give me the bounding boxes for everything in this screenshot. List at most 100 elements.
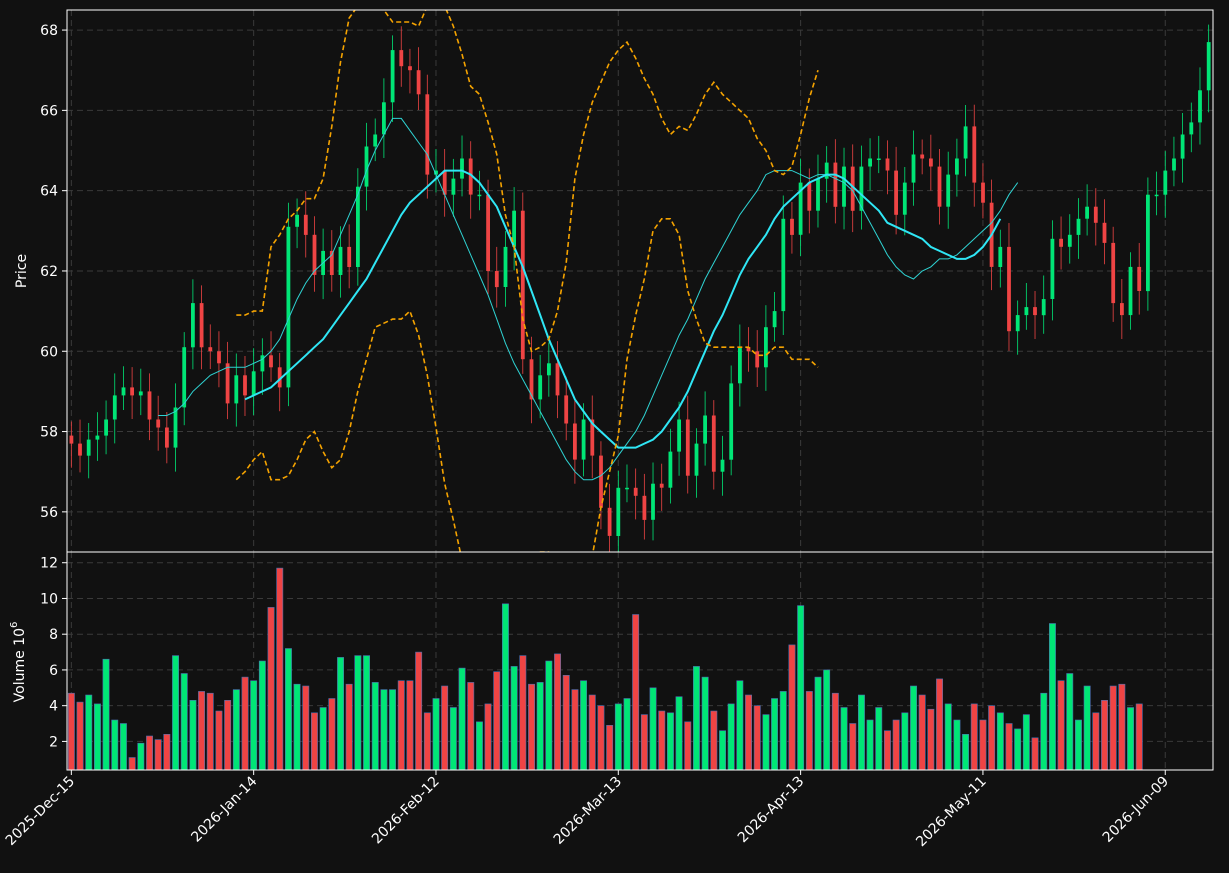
volume-bar [996, 712, 1004, 771]
volume-bar [380, 689, 388, 771]
volume-bar [406, 680, 414, 771]
volume-bar [76, 701, 84, 771]
candle-body [373, 134, 378, 147]
candle-body [1059, 238, 1063, 247]
candle-body [442, 170, 447, 195]
volume-bar [198, 691, 205, 771]
candle-body [911, 154, 916, 183]
candle-body [1111, 242, 1116, 304]
candle-body [494, 271, 499, 288]
panel-frames [66, 9, 1214, 771]
volume-tick-label: 4 [49, 699, 58, 715]
volume-bar [371, 682, 379, 771]
candle-body [434, 170, 438, 175]
volume-tick-label: 12 [40, 556, 58, 572]
volume-bar [944, 703, 952, 771]
candle-body [633, 487, 638, 496]
candle-body [286, 226, 291, 388]
candle-body [599, 455, 603, 508]
volume-bar [979, 719, 987, 771]
candle-body [104, 419, 108, 436]
candle-body [1033, 307, 1037, 316]
candle-body [651, 483, 655, 520]
candle-body [729, 383, 734, 460]
candle-body [121, 387, 126, 396]
volume-bar [310, 712, 318, 771]
candle-body [147, 391, 152, 420]
candle-body [173, 407, 178, 448]
candle-body [876, 158, 881, 160]
candle-body [755, 351, 760, 368]
volume-bar [1127, 707, 1135, 771]
candle-body [512, 210, 516, 247]
volume-bar [501, 603, 509, 771]
volume-bar [493, 671, 501, 771]
price-tick-label: 68 [40, 23, 58, 39]
volume-bar [102, 658, 110, 771]
candle-body [520, 210, 525, 360]
candle-body [390, 50, 395, 103]
volume-bar [788, 644, 796, 771]
candle-body [503, 246, 508, 287]
volume-bar [719, 730, 727, 771]
candle-body [963, 126, 968, 159]
volume-bar [293, 683, 301, 771]
volume-bar [302, 685, 310, 771]
candle-body [277, 367, 282, 388]
volume-bar [458, 667, 466, 771]
volume-bar [215, 710, 223, 771]
volume-axis-label-text: Volume 10 [12, 628, 28, 702]
candle-body [642, 495, 647, 520]
volume-bar [606, 724, 614, 771]
candle-body [199, 303, 204, 348]
price-grid [67, 10, 1213, 552]
volume-bar [120, 723, 127, 771]
candle-body [1154, 194, 1159, 197]
candle-body [824, 162, 829, 179]
candle-body [208, 347, 213, 352]
candle-body [703, 415, 707, 444]
upper-band-line [236, 10, 819, 353]
candle-body [581, 419, 586, 460]
candle-body [1007, 246, 1011, 332]
candle-body [711, 415, 716, 472]
volume-bar [128, 757, 136, 771]
candle-body [78, 443, 82, 456]
volume-tick-label: 2 [49, 734, 58, 750]
candle-body [764, 327, 768, 368]
candle-body [234, 375, 239, 404]
volume-bar [1092, 712, 1100, 771]
candle-body [86, 439, 91, 456]
volume-bar [588, 694, 596, 771]
volume-bar [927, 708, 935, 771]
candle-body [529, 359, 534, 400]
volume-bar [510, 666, 518, 771]
volume-tick-label: 10 [40, 591, 58, 607]
candle-body [625, 487, 629, 490]
volume-bar [710, 710, 718, 771]
candle-body [1067, 234, 1072, 247]
candle-body [1198, 90, 1202, 123]
candle-body [338, 246, 343, 275]
volume-bar [180, 673, 188, 771]
candle-body [885, 158, 890, 171]
volume-bar [423, 712, 431, 771]
volume-bar [536, 682, 544, 771]
candle-body [955, 158, 959, 175]
candle-body [920, 154, 925, 159]
candle-body [1137, 266, 1142, 291]
volume-bar [1135, 703, 1143, 771]
volume-bar [762, 714, 770, 771]
candle-body [251, 371, 256, 396]
volume-bar [640, 714, 648, 771]
candle-body [1206, 42, 1211, 91]
candle-body [685, 419, 690, 476]
candle-body [156, 419, 161, 428]
candle-body [998, 246, 1003, 267]
candle-body [894, 170, 898, 215]
candle-body [260, 355, 265, 372]
volume-bar [883, 730, 891, 771]
volume-bar [432, 698, 440, 771]
candle-body [364, 146, 369, 187]
volume-bar [988, 705, 996, 771]
